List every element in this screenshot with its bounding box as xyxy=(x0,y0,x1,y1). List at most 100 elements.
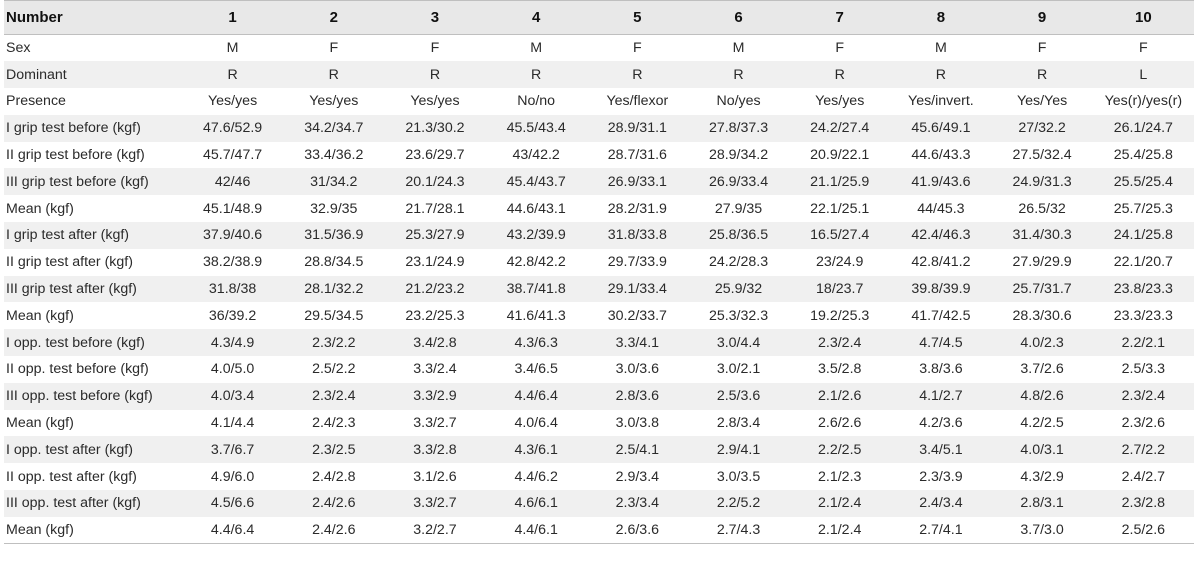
table-cell: Yes/flexor xyxy=(606,93,669,110)
table-cell: 3.7/2.6 xyxy=(1020,361,1064,378)
table-row: Mean (kgf) 36/39.2 29.5/34.5 23.2/25.3 41.6/… xyxy=(4,302,1194,329)
table-cell: 18/23.7 xyxy=(816,281,864,298)
table-cell: 19.2/25.3 xyxy=(810,307,870,324)
table-cell: 29.5/34.5 xyxy=(304,307,364,324)
table-cell: 2.3/3.9 xyxy=(919,468,963,485)
table-cell: 28.9/31.1 xyxy=(607,120,667,137)
table-cell: 32.9/35 xyxy=(310,200,358,217)
table-cell: 38.2/38.9 xyxy=(203,254,263,271)
row-label-cell: II opp. test after (kgf) xyxy=(6,468,137,485)
table-cell: 4.8/2.6 xyxy=(1020,388,1064,405)
row-label-cell: Sex xyxy=(6,40,31,57)
table-cell: 23.1/24.9 xyxy=(405,254,465,271)
table-row: I opp. test after (kgf) 3.7/6.7 2.3/2.5 3.3… xyxy=(4,436,1194,464)
table-cell: 39.8/39.9 xyxy=(911,281,971,298)
table-cell: 2.3/2.6 xyxy=(1121,415,1166,432)
header-cell-1: 1 xyxy=(182,0,284,35)
table-row: III opp. test before (kgf) 4.0/3.4 2.3/2.4… xyxy=(4,382,1194,410)
table-cell: M xyxy=(226,40,239,57)
table-cell: F xyxy=(1139,40,1148,57)
table-row: III grip test after (kgf) 31.8/38 28.1/32.… xyxy=(4,275,1194,303)
table-cell: 21.2/23.2 xyxy=(405,281,465,298)
table-cell: 23.2/25.3 xyxy=(405,307,465,324)
table-cell: 22.1/20.7 xyxy=(1113,254,1173,271)
table-cell: 31.8/33.8 xyxy=(607,227,667,244)
table-cell: 45.1/48.9 xyxy=(203,200,263,217)
table-cell: 25.5/25.4 xyxy=(1113,173,1173,190)
table-cell: 3.2/2.7 xyxy=(384,516,486,545)
table-cell: 2.3/2.5 xyxy=(312,441,356,458)
table-cell: 43.2/39.9 xyxy=(506,227,566,244)
row-label-cell: Mean (kgf) xyxy=(6,415,74,432)
table-cell: 2.4/2.6 xyxy=(312,495,356,512)
table-cell: 2.2/2.5 xyxy=(818,441,862,458)
table-cell: 3.3/2.4 xyxy=(413,361,457,378)
table-cell: 28.2/31.9 xyxy=(607,200,667,217)
table-cell: 3.0/3.6 xyxy=(615,361,660,378)
table-cell: 42.4/46.3 xyxy=(911,227,971,244)
table-row: I grip test before (kgf) 47.6/52.9 34.2/34… xyxy=(4,114,1194,142)
table-row: II opp. test before (kgf) 4.0/5.0 2.5/2.2 3… xyxy=(4,356,1194,383)
header-cell-7: 7 xyxy=(789,0,891,35)
table-cell: 45.7/47.7 xyxy=(203,147,263,164)
table-row: II grip test after (kgf) 38.2/38.9 28.8/34… xyxy=(4,249,1194,276)
table-cell: Yes/invert. xyxy=(908,93,974,110)
table-cell: 3.0/3.5 xyxy=(716,468,761,485)
table-cell: 2.7/4.1 xyxy=(890,516,992,545)
table-cell: Yes/yes xyxy=(815,93,865,110)
table-row: II opp. test after (kgf) 4.9/6.0 2.4/2.8 3.… xyxy=(4,463,1194,490)
table-cell: 23.6/29.7 xyxy=(405,147,465,164)
table-cell: Yes(r)/yes(r) xyxy=(1104,93,1183,110)
table-cell: 4.3/6.1 xyxy=(514,441,558,458)
table-cell: 41.9/43.6 xyxy=(911,173,971,190)
row-label-cell: Mean (kgf) xyxy=(6,307,74,324)
table-cell: 3.3/2.7 xyxy=(413,495,457,512)
table-cell: 2.4/2.6 xyxy=(283,516,385,545)
table-cell: 3.0/2.1 xyxy=(716,361,761,378)
table-cell: Yes/yes xyxy=(208,93,258,110)
table-cell: 2.5/2.2 xyxy=(312,361,356,378)
row-label-cell: I grip test after (kgf) xyxy=(6,227,129,244)
table-cell: 2.3/2.2 xyxy=(312,334,356,351)
table-cell: 4.7/4.5 xyxy=(919,334,963,351)
table-cell: 24.2/27.4 xyxy=(810,120,870,137)
table-cell: 4.1/2.7 xyxy=(919,388,963,405)
table-cell: 2.2/2.1 xyxy=(1121,334,1166,351)
table-cell: 24.2/28.3 xyxy=(708,254,769,271)
table-cell: 2.4/2.8 xyxy=(312,468,356,485)
table-cell: F xyxy=(1037,40,1047,57)
row-label-cell: III opp. test before (kgf) xyxy=(6,388,153,405)
table-cell: R xyxy=(429,66,441,83)
table-cell: 24.9/31.3 xyxy=(1012,173,1072,190)
table-cell: 31/34.2 xyxy=(310,173,358,190)
table-row: Dominant R R R R R R R R R L xyxy=(4,61,1194,89)
table-cell: 4.1/4.4 xyxy=(210,415,255,432)
row-label-cell: I grip test before (kgf) xyxy=(6,120,141,137)
header-cell-number: Number xyxy=(4,0,182,35)
table-cell: 25.4/25.8 xyxy=(1113,147,1173,164)
table-cell: Yes/yes xyxy=(410,93,460,110)
table-cell: 27.8/37.3 xyxy=(708,120,769,137)
table-cell: 26.9/33.4 xyxy=(708,173,769,190)
table-cell: 23.8/23.3 xyxy=(1113,281,1173,298)
table-cell: 2.1/2.4 xyxy=(818,495,862,512)
table-cell: 2.6/3.6 xyxy=(586,516,688,545)
table-cell: 3.4/5.1 xyxy=(919,441,963,458)
table-cell: 3.4/2.8 xyxy=(413,334,457,351)
table-cell: 36/39.2 xyxy=(208,307,257,324)
table-cell: 24.1/25.8 xyxy=(1113,227,1173,244)
table-cell: 21.7/28.1 xyxy=(405,200,465,217)
table-cell: R xyxy=(1036,66,1048,83)
table-cell: 41.7/42.5 xyxy=(911,307,971,324)
table-cell: 3.3/4.1 xyxy=(615,334,660,351)
header-cell-5: 5 xyxy=(586,0,688,35)
table-cell: 2.3/2.8 xyxy=(1121,495,1166,512)
table-cell: 25.7/31.7 xyxy=(1012,281,1072,298)
table-cell: R xyxy=(227,66,238,83)
table-cell: 2.9/3.4 xyxy=(615,468,660,485)
table-cell: 3.0/3.8 xyxy=(615,415,660,432)
table-cell: 42.8/42.2 xyxy=(506,254,566,271)
header-cell-9: 9 xyxy=(991,0,1093,35)
table-cell: 44.6/43.1 xyxy=(506,200,566,217)
table-cell: 2.5/4.1 xyxy=(615,441,660,458)
